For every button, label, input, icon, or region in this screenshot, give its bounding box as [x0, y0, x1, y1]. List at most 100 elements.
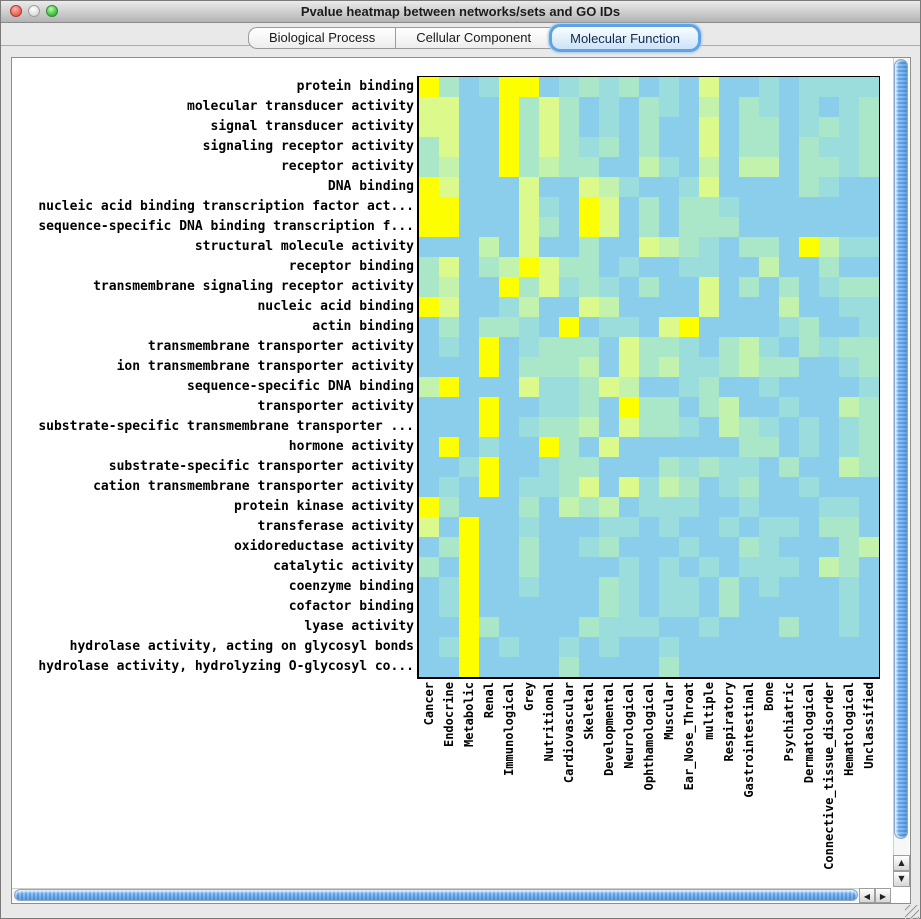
heatmap-cell [739, 257, 759, 277]
horizontal-scrollbar-thumb[interactable] [14, 889, 858, 901]
heatmap-cell [539, 77, 559, 97]
heatmap-cell [859, 177, 879, 197]
heatmap-cell [439, 237, 459, 257]
heatmap-cell [619, 117, 639, 137]
heatmap-cell [659, 577, 679, 597]
heatmap-cell [859, 157, 879, 177]
heatmap-cell [679, 97, 699, 117]
heatmap-cell [599, 657, 619, 677]
heatmap-cell [859, 217, 879, 237]
heatmap-cell [479, 597, 499, 617]
heatmap-cell [439, 97, 459, 117]
heatmap-cell [679, 177, 699, 197]
heatmap-cell [739, 117, 759, 137]
heatmap-grid [417, 76, 880, 679]
heatmap-cell [799, 637, 819, 657]
heatmap-cell [819, 477, 839, 497]
heatmap-cell [639, 237, 659, 257]
heatmap-cell [539, 457, 559, 477]
heatmap-cell [839, 177, 859, 197]
scroll-right-arrow-icon[interactable]: ▶ [875, 888, 891, 903]
row-label: substrate-specific transporter activity [108, 459, 414, 474]
heatmap-cell [719, 597, 739, 617]
heatmap-cell [579, 217, 599, 237]
tab-biological-process[interactable]: Biological Process [248, 27, 396, 49]
heatmap-cell [539, 437, 559, 457]
row-label: DNA binding [327, 179, 414, 194]
scroll-left-arrow-icon[interactable]: ◀ [859, 888, 875, 903]
heatmap-cell [439, 637, 459, 657]
heatmap-cell [759, 457, 779, 477]
tab-molecular-function[interactable]: Molecular Function [549, 24, 701, 52]
heatmap-cell [579, 257, 599, 277]
heatmap-cell [519, 97, 539, 117]
heatmap-cell [719, 397, 739, 417]
heatmap-cell [459, 157, 479, 177]
heatmap-cell [839, 217, 859, 237]
title-bar[interactable]: Pvalue heatmap between networks/sets and… [1, 1, 920, 23]
heatmap-cell [539, 157, 559, 177]
heatmap-cell [759, 597, 779, 617]
heatmap-cell [459, 197, 479, 217]
heatmap-cell [599, 557, 619, 577]
heatmap-cell [759, 417, 779, 437]
heatmap-cell [779, 297, 799, 317]
row-label: ion transmembrane transporter activity [116, 359, 414, 374]
heatmap-cell [499, 657, 519, 677]
heatmap-cell [839, 257, 859, 277]
heatmap-cell [459, 297, 479, 317]
heatmap-cell [599, 437, 619, 457]
heatmap-cell [439, 117, 459, 137]
heatmap-cell [539, 577, 559, 597]
resize-grip-icon[interactable] [905, 905, 919, 919]
heatmap-cell [779, 377, 799, 397]
heatmap-cell [639, 557, 659, 577]
tab-cellular-component[interactable]: Cellular Component [395, 27, 552, 49]
scroll-up-arrow-icon[interactable]: ▲ [893, 855, 910, 871]
heatmap-cell [499, 237, 519, 257]
heatmap-cell [839, 537, 859, 557]
heatmap-cell [839, 277, 859, 297]
heatmap-cell [539, 477, 559, 497]
col-label: Metabolic [462, 682, 476, 748]
heatmap-cell [799, 497, 819, 517]
zoom-button[interactable] [46, 5, 58, 17]
heatmap-cell [639, 657, 659, 677]
heatmap-cell [639, 217, 659, 237]
heatmap-cell [559, 157, 579, 177]
heatmap-cell [419, 257, 439, 277]
scroll-down-arrow-icon[interactable]: ▼ [893, 871, 910, 887]
vertical-scrollbar-thumb[interactable] [894, 59, 908, 839]
heatmap-cell [859, 197, 879, 217]
heatmap-cell [559, 317, 579, 337]
row-label: hydrolase activity, acting on glycosyl b… [69, 639, 414, 654]
heatmap-cell [439, 217, 459, 237]
heatmap-cell [739, 237, 759, 257]
close-button[interactable] [10, 5, 22, 17]
heatmap-cell [539, 517, 559, 537]
heatmap-cell [819, 97, 839, 117]
heatmap-cell [679, 557, 699, 577]
heatmap-cell [539, 617, 559, 637]
heatmap-cell [739, 557, 759, 577]
heatmap-cell [719, 277, 739, 297]
minimize-button[interactable] [28, 5, 40, 17]
heatmap-cell [839, 557, 859, 577]
heatmap-cell [739, 177, 759, 197]
row-label: sequence-specific DNA binding transcript… [38, 219, 414, 234]
heatmap-cell [459, 277, 479, 297]
heatmap-cell [799, 97, 819, 117]
heatmap-cell [819, 337, 839, 357]
heatmap-cell [559, 637, 579, 657]
heatmap-cell [839, 597, 859, 617]
heatmap-cell [779, 577, 799, 597]
heatmap-cell [439, 257, 459, 277]
heatmap-cell [839, 457, 859, 477]
heatmap-cell [479, 517, 499, 537]
heatmap-cell [439, 437, 459, 457]
heatmap-cell [739, 297, 759, 317]
heatmap-cell [519, 517, 539, 537]
heatmap-cell [719, 257, 739, 277]
row-label: protein binding [296, 79, 414, 94]
heatmap-cell [699, 397, 719, 417]
